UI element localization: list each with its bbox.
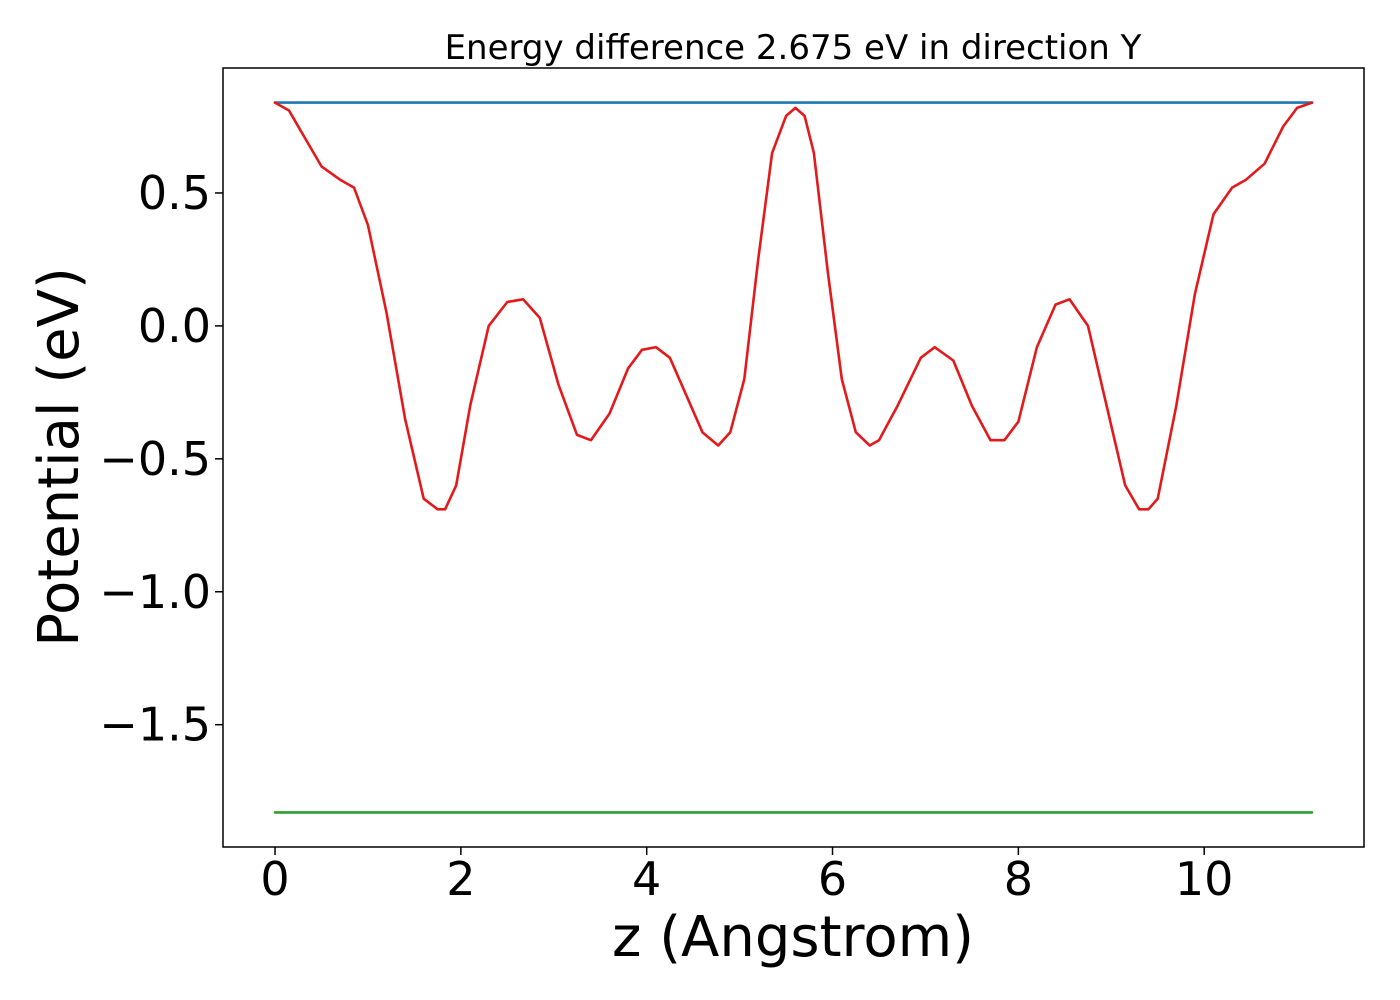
plot-frame	[222, 67, 1365, 848]
x-tick-label: 6	[818, 852, 847, 906]
y-tick-label: −1.0	[99, 565, 211, 619]
chart-title: Energy difference 2.675 eV in direction …	[445, 28, 1142, 68]
y-tick-label: 0.0	[138, 299, 211, 353]
x-axis: 0 2 4 6 8 10	[260, 847, 1233, 906]
x-tick-label: 0	[260, 852, 289, 906]
y-tick-label: 0.5	[138, 166, 211, 220]
x-axis-label: z (Angstrom)	[612, 905, 974, 970]
y-axis-label: Potential (eV)	[27, 267, 92, 647]
y-tick-label: −0.5	[99, 432, 211, 486]
plot-area	[273, 101, 1314, 814]
series-line-2	[273, 101, 1314, 511]
x-tick-label: 8	[1004, 852, 1033, 906]
x-tick-label: 4	[632, 852, 661, 906]
y-tick-label: −1.5	[99, 698, 211, 752]
x-tick-label: 10	[1175, 852, 1234, 906]
x-tick-label: 2	[446, 852, 475, 906]
y-axis: 0.5 0.0 −0.5 −1.0 −1.5	[99, 166, 223, 752]
